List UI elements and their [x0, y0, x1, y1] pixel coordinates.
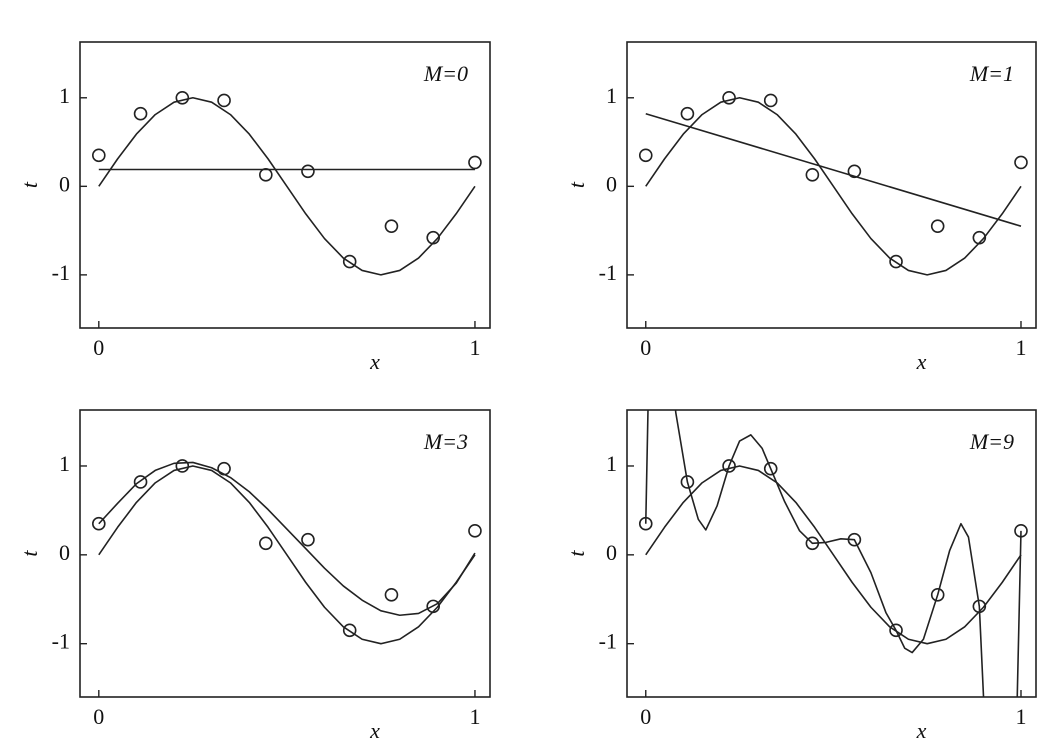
y-tick-label: 1: [59, 451, 70, 476]
y-axis-label: t: [17, 181, 42, 188]
plot-frame: [626, 409, 1037, 698]
annotation: M=9: [969, 429, 1014, 454]
x-axis-label: x: [369, 349, 380, 374]
x-axis-label: x: [916, 349, 927, 374]
x-tick-label: 1: [469, 704, 480, 729]
data-point: [301, 164, 315, 179]
x-tick-label: 0: [93, 704, 104, 729]
data-point: [722, 90, 736, 105]
plot-area: [638, 90, 1028, 276]
data-point: [468, 155, 482, 170]
curve: [645, 465, 1022, 645]
plot-frame: [79, 41, 491, 329]
curve: [645, 112, 1022, 227]
y-tick-label: 0: [606, 540, 617, 565]
data-point: [342, 623, 357, 638]
panel: -1 0 1 0 1 x t M=0: [17, 41, 491, 374]
y-tick-label: -1: [599, 260, 617, 285]
x-tick-label: 1: [1015, 335, 1026, 360]
plot-frame: [626, 41, 1037, 329]
data-point: [468, 524, 482, 538]
data-point: [763, 461, 778, 476]
data-point: [638, 148, 653, 163]
x-axis-label: x: [916, 718, 927, 743]
panel: -1 0 1 0 1 x t M=3: [17, 409, 491, 743]
annotation: M=1: [969, 61, 1014, 86]
y-axis-label: t: [17, 550, 42, 557]
y-tick-label: 0: [59, 540, 70, 565]
data-point: [847, 164, 862, 179]
data-point: [92, 516, 106, 531]
data-point: [133, 106, 148, 121]
data-point: [1014, 155, 1028, 170]
y-tick-label: -1: [599, 629, 617, 654]
panel: -1 0 1 0 1 x t M=1: [564, 41, 1037, 374]
data-point: [722, 459, 736, 473]
annotation: M=3: [423, 429, 468, 454]
x-axis-label: x: [369, 718, 380, 743]
y-axis-label: t: [564, 181, 589, 188]
data-point: [259, 536, 273, 551]
data-point: [384, 219, 399, 233]
curve: [98, 461, 476, 617]
data-point: [217, 93, 231, 108]
y-tick-label: -1: [52, 629, 70, 654]
x-tick-label: 1: [469, 335, 480, 360]
data-point: [259, 168, 273, 182]
x-tick-label: 0: [640, 335, 651, 360]
data-point: [384, 588, 399, 602]
curve: [98, 465, 476, 645]
x-tick-label: 1: [1015, 704, 1026, 729]
annotation: M=0: [423, 61, 468, 86]
y-tick-label: 1: [606, 451, 617, 476]
data-point: [889, 623, 903, 638]
data-point: [889, 254, 903, 269]
plot-area: [92, 459, 482, 645]
data-point: [175, 459, 190, 473]
x-tick-label: 0: [93, 335, 104, 360]
plot-area: [92, 90, 482, 276]
plot-frame: [79, 409, 491, 698]
curve: [98, 96, 476, 276]
y-axis-label: t: [564, 550, 589, 557]
data-point: [133, 475, 148, 489]
data-point: [175, 90, 190, 105]
data-point: [680, 475, 695, 489]
y-tick-label: 1: [59, 83, 70, 108]
plot-area: [638, 410, 1028, 697]
y-tick-label: -1: [52, 260, 70, 285]
data-point: [680, 106, 695, 121]
curve: [644, 410, 1022, 697]
data-point: [763, 93, 778, 108]
y-tick-label: 0: [606, 171, 617, 196]
x-tick-label: 0: [640, 704, 651, 729]
data-point: [301, 532, 315, 547]
panel: -1 0 1 0 1 x t M=9: [564, 409, 1037, 743]
curve: [645, 96, 1022, 276]
data-point: [342, 254, 357, 269]
data-point: [930, 219, 945, 233]
y-tick-label: 1: [606, 83, 617, 108]
data-point: [805, 168, 820, 182]
y-tick-label: 0: [59, 171, 70, 196]
data-point: [92, 148, 106, 163]
data-point: [930, 588, 945, 602]
